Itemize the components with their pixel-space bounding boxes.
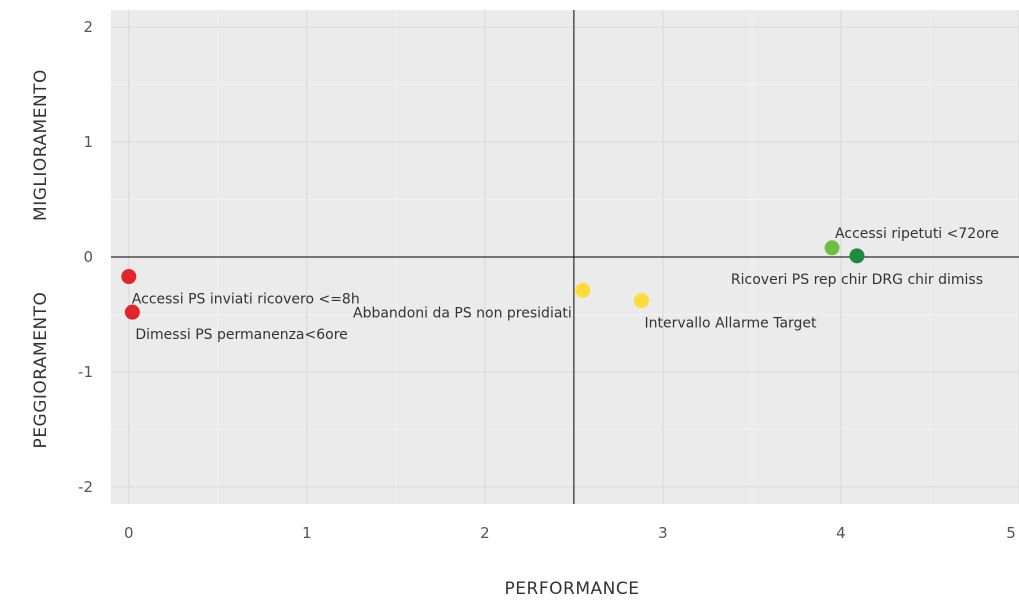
data-point (849, 248, 865, 264)
data-point (824, 240, 840, 256)
tick-labels: 0 1 2 3 4 5 2 1 0 -1 -2 (78, 18, 1016, 542)
x-tick-label: 3 (658, 524, 668, 542)
x-tick-label: 1 (302, 524, 312, 542)
data-point-label: Intervallo Allarme Target (645, 316, 817, 332)
reference-lines (111, 10, 1019, 504)
data-point-label: Abbandoni da PS non presidiati (353, 305, 572, 321)
data-point (121, 269, 137, 285)
y-tick-label: -2 (78, 478, 93, 496)
data-point-label: Accessi PS inviati ricovero <=8h (132, 292, 360, 308)
x-tick-label: 0 (124, 524, 134, 542)
data-point-label: Dimessi PS permanenza<6ore (135, 327, 347, 343)
y-tick-label: 2 (83, 18, 93, 36)
y-tick-label: 0 (83, 248, 93, 266)
data-point (575, 282, 591, 298)
point-labels: Accessi PS inviati ricovero <=8h Dimessi … (132, 226, 999, 343)
x-axis-title: PERFORMANCE (505, 579, 640, 599)
data-point (124, 304, 140, 320)
y-tick-label: 1 (83, 133, 93, 151)
y-tick-label: -1 (78, 363, 93, 381)
x-tick-label: 2 (480, 524, 490, 542)
x-tick-label: 4 (836, 524, 846, 542)
y-axis-title-bottom: PEGGIORAMENTO (31, 292, 51, 449)
data-point-label: Ricoveri PS rep chir DRG chir dimiss (731, 272, 983, 288)
y-axis-title-top: MIGLIORAMENTO (31, 69, 51, 221)
data-points (121, 240, 865, 320)
data-point (634, 293, 650, 309)
data-point-label: Accessi ripetuti <72ore (835, 226, 999, 242)
x-tick-label: 5 (1006, 524, 1016, 542)
